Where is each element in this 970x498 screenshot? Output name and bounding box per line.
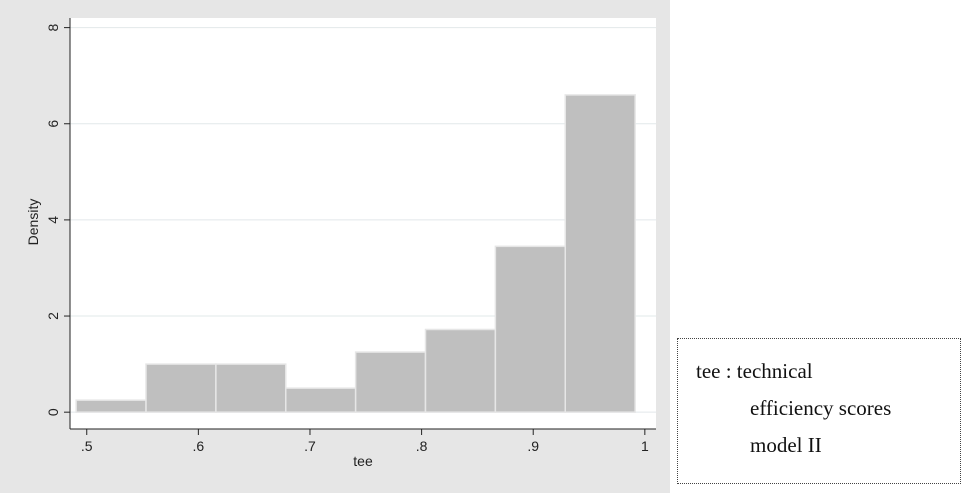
histogram-svg: 0 2 4 6 8 .5 .6 .7 .8 .9 1 Density tee [0, 0, 670, 493]
note-line: tee : technical [696, 359, 813, 383]
note-line: efficiency scores [750, 396, 892, 420]
histogram-bar [354, 351, 427, 413]
y-tick-label: 2 [45, 312, 61, 320]
y-tick-label: 0 [45, 408, 61, 416]
histogram-bar [75, 399, 147, 413]
note-box: tee : technical efficiency scores model … [677, 338, 961, 484]
histogram-bar [564, 94, 636, 413]
x-tick-label: .7 [304, 438, 316, 454]
x-tick-label: .5 [81, 438, 93, 454]
axes: 0 2 4 6 8 .5 .6 .7 .8 .9 1 [45, 18, 656, 454]
x-tick-label: .9 [527, 438, 539, 454]
x-tick-label: .6 [193, 438, 205, 454]
y-tick-label: 4 [45, 216, 61, 224]
y-tick-label: 8 [45, 24, 61, 32]
histogram-bar [285, 387, 357, 413]
x-tick-label: .8 [416, 438, 428, 454]
y-tick-label: 6 [45, 120, 61, 128]
x-axis-title: tee [353, 453, 373, 469]
histogram-bar [424, 328, 497, 413]
y-axis-title: Density [25, 199, 41, 246]
histogram-bar [145, 363, 217, 413]
histogram-bar [494, 245, 567, 413]
x-tick-label: 1 [641, 438, 649, 454]
histogram-bar [215, 363, 287, 413]
bars [75, 94, 636, 413]
histogram-chart: 0 2 4 6 8 .5 .6 .7 .8 .9 1 Density tee [0, 0, 670, 493]
note-line: model II [750, 433, 822, 457]
